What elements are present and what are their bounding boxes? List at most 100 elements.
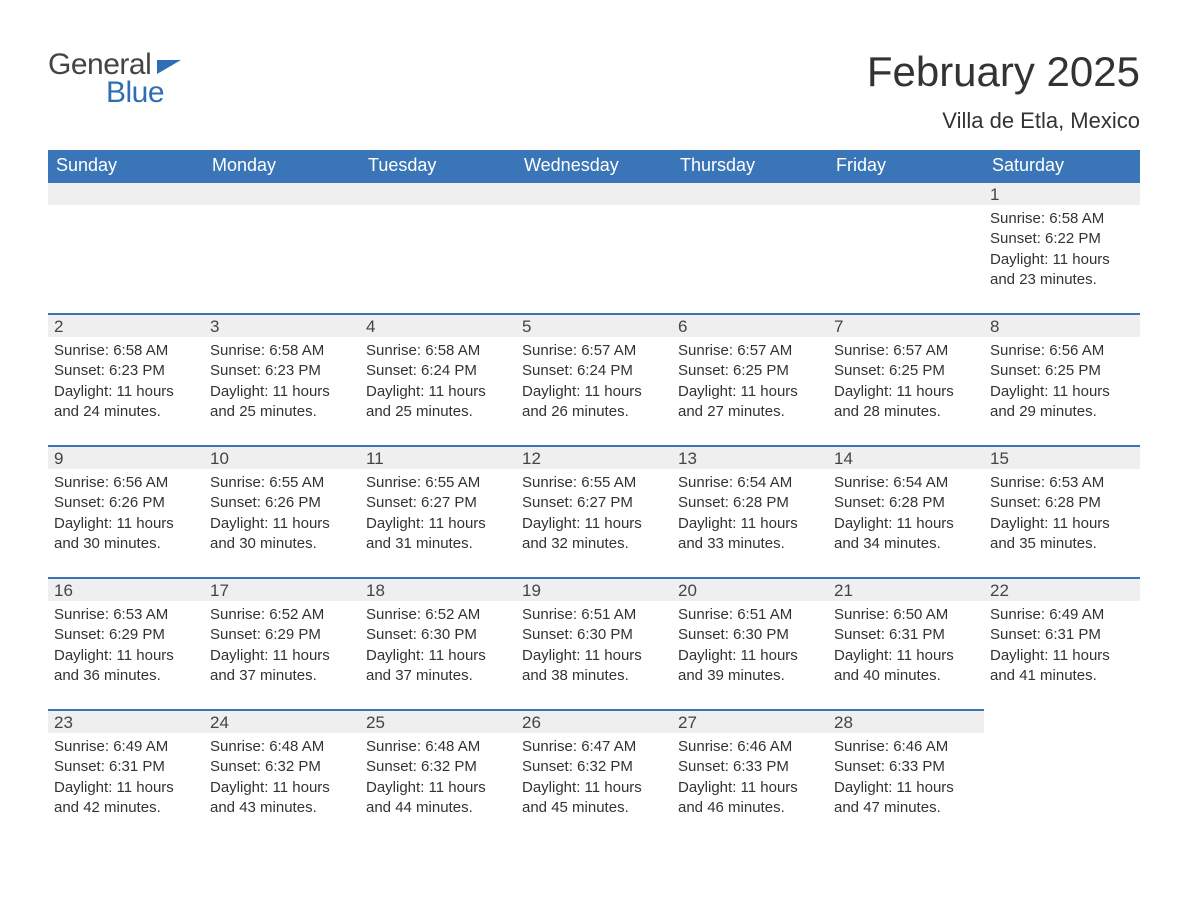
day-details: Sunrise: 6:56 AMSunset: 6:26 PMDaylight:… — [48, 469, 204, 554]
day-number: 2 — [48, 313, 204, 337]
sunset-line: Sunset: 6:32 PM — [210, 757, 354, 777]
sunset-line: Sunset: 6:22 PM — [990, 229, 1134, 249]
sunrise-line: Sunrise: 6:48 AM — [366, 737, 510, 757]
sunrise-line: Sunrise: 6:55 AM — [210, 473, 354, 493]
daylight-line: Daylight: 11 hours — [210, 382, 354, 402]
daylight-line: Daylight: 11 hours — [678, 778, 822, 798]
daylight-line: Daylight: 11 hours — [990, 646, 1134, 666]
weekday-header: Wednesday — [516, 150, 672, 181]
daylight-line: and 23 minutes. — [990, 270, 1134, 290]
sunrise-line: Sunrise: 6:52 AM — [366, 605, 510, 625]
daylight-line: Daylight: 11 hours — [522, 778, 666, 798]
sunset-line: Sunset: 6:28 PM — [678, 493, 822, 513]
day-number: 1 — [984, 181, 1140, 205]
daylight-line: Daylight: 11 hours — [366, 646, 510, 666]
sunrise-line: Sunrise: 6:50 AM — [834, 605, 978, 625]
daylight-line: and 28 minutes. — [834, 402, 978, 422]
sunrise-line: Sunrise: 6:54 AM — [834, 473, 978, 493]
day-number: 10 — [204, 445, 360, 469]
daylight-line: Daylight: 11 hours — [678, 514, 822, 534]
sunset-line: Sunset: 6:25 PM — [834, 361, 978, 381]
day-details: Sunrise: 6:53 AMSunset: 6:28 PMDaylight:… — [984, 469, 1140, 554]
daylight-line: Daylight: 11 hours — [366, 514, 510, 534]
daylight-line: Daylight: 11 hours — [678, 646, 822, 666]
calendar-day-cell — [984, 709, 1140, 841]
sunset-line: Sunset: 6:26 PM — [210, 493, 354, 513]
calendar-day-cell: 3Sunrise: 6:58 AMSunset: 6:23 PMDaylight… — [204, 313, 360, 445]
weekday-header: Sunday — [48, 150, 204, 181]
day-details: Sunrise: 6:51 AMSunset: 6:30 PMDaylight:… — [672, 601, 828, 686]
calendar-day-cell — [828, 181, 984, 313]
daylight-line: and 37 minutes. — [210, 666, 354, 686]
sunrise-line: Sunrise: 6:46 AM — [834, 737, 978, 757]
day-details: Sunrise: 6:57 AMSunset: 6:24 PMDaylight:… — [516, 337, 672, 422]
day-number: 5 — [516, 313, 672, 337]
sunrise-line: Sunrise: 6:53 AM — [990, 473, 1134, 493]
daylight-line: Daylight: 11 hours — [210, 514, 354, 534]
day-number: 14 — [828, 445, 984, 469]
calendar-day-cell: 1Sunrise: 6:58 AMSunset: 6:22 PMDaylight… — [984, 181, 1140, 313]
daylight-line: and 27 minutes. — [678, 402, 822, 422]
sunset-line: Sunset: 6:29 PM — [210, 625, 354, 645]
daylight-line: and 38 minutes. — [522, 666, 666, 686]
calendar-day-cell: 13Sunrise: 6:54 AMSunset: 6:28 PMDayligh… — [672, 445, 828, 577]
sunset-line: Sunset: 6:27 PM — [522, 493, 666, 513]
calendar-day-cell: 10 Sunrise: 6:55 AMSunset: 6:26 PMDayligh… — [204, 445, 360, 577]
daylight-line: and 31 minutes. — [366, 534, 510, 554]
daylight-line: Daylight: 11 hours — [210, 778, 354, 798]
daylight-line: Daylight: 11 hours — [834, 382, 978, 402]
day-number: 18 — [360, 577, 516, 601]
sunset-line: Sunset: 6:23 PM — [54, 361, 198, 381]
calendar-day-cell: 19Sunrise: 6:51 AMSunset: 6:30 PMDayligh… — [516, 577, 672, 709]
day-details: Sunrise: 6:52 AMSunset: 6:29 PMDaylight:… — [204, 601, 360, 686]
calendar-day-cell: 25Sunrise: 6:48 AMSunset: 6:32 PMDayligh… — [360, 709, 516, 841]
day-details: Sunrise: 6:46 AMSunset: 6:33 PMDaylight:… — [672, 733, 828, 818]
sunrise-line: Sunrise: 6:48 AM — [210, 737, 354, 757]
sunrise-line: Sunrise: 6:58 AM — [366, 341, 510, 361]
sunset-line: Sunset: 6:27 PM — [366, 493, 510, 513]
day-number: 12 — [516, 445, 672, 469]
calendar-day-cell: 2Sunrise: 6:58 AMSunset: 6:23 PMDaylight… — [48, 313, 204, 445]
day-number — [48, 181, 204, 205]
calendar-day-cell: 27Sunrise: 6:46 AMSunset: 6:33 PMDayligh… — [672, 709, 828, 841]
daylight-line: Daylight: 11 hours — [522, 646, 666, 666]
calendar-header-row: SundayMondayTuesdayWednesdayThursdayFrid… — [48, 150, 1140, 181]
daylight-line: and 25 minutes. — [210, 402, 354, 422]
day-details: Sunrise: 6:46 AMSunset: 6:33 PMDaylight:… — [828, 733, 984, 818]
daylight-line: Daylight: 11 hours — [366, 382, 510, 402]
day-details: Sunrise: 6:58 AMSunset: 6:23 PMDaylight:… — [48, 337, 204, 422]
day-details: Sunrise: 6:54 AMSunset: 6:28 PMDaylight:… — [828, 469, 984, 554]
header: General Blue February 2025 Villa de Etla… — [48, 48, 1140, 134]
sunset-line: Sunset: 6:31 PM — [54, 757, 198, 777]
sunrise-line: Sunrise: 6:58 AM — [54, 341, 198, 361]
daylight-line: Daylight: 11 hours — [210, 646, 354, 666]
calendar-day-cell: 4Sunrise: 6:58 AMSunset: 6:24 PMDaylight… — [360, 313, 516, 445]
day-number — [828, 181, 984, 205]
calendar-day-cell: 14Sunrise: 6:54 AMSunset: 6:28 PMDayligh… — [828, 445, 984, 577]
daylight-line: and 35 minutes. — [990, 534, 1134, 554]
daylight-line: and 25 minutes. — [366, 402, 510, 422]
day-number: 9 — [48, 445, 204, 469]
calendar-day-cell — [204, 181, 360, 313]
sunrise-line: Sunrise: 6:57 AM — [834, 341, 978, 361]
calendar-day-cell: 28Sunrise: 6:46 AMSunset: 6:33 PMDayligh… — [828, 709, 984, 841]
day-number: 11 — [360, 445, 516, 469]
sunset-line: Sunset: 6:25 PM — [678, 361, 822, 381]
day-number: 25 — [360, 709, 516, 733]
daylight-line: Daylight: 11 hours — [366, 778, 510, 798]
daylight-line: and 37 minutes. — [366, 666, 510, 686]
sunset-line: Sunset: 6:33 PM — [834, 757, 978, 777]
day-number — [204, 181, 360, 205]
sunset-line: Sunset: 6:23 PM — [210, 361, 354, 381]
sunset-line: Sunset: 6:31 PM — [990, 625, 1134, 645]
weekday-header: Friday — [828, 150, 984, 181]
day-number: 16 — [48, 577, 204, 601]
calendar-day-cell — [360, 181, 516, 313]
day-number: 3 — [204, 313, 360, 337]
calendar-day-cell: 12Sunrise: 6:55 AMSunset: 6:27 PMDayligh… — [516, 445, 672, 577]
sunset-line: Sunset: 6:26 PM — [54, 493, 198, 513]
sunset-line: Sunset: 6:29 PM — [54, 625, 198, 645]
sunset-line: Sunset: 6:28 PM — [990, 493, 1134, 513]
day-details: Sunrise: 6:49 AMSunset: 6:31 PMDaylight:… — [984, 601, 1140, 686]
day-number: 24 — [204, 709, 360, 733]
